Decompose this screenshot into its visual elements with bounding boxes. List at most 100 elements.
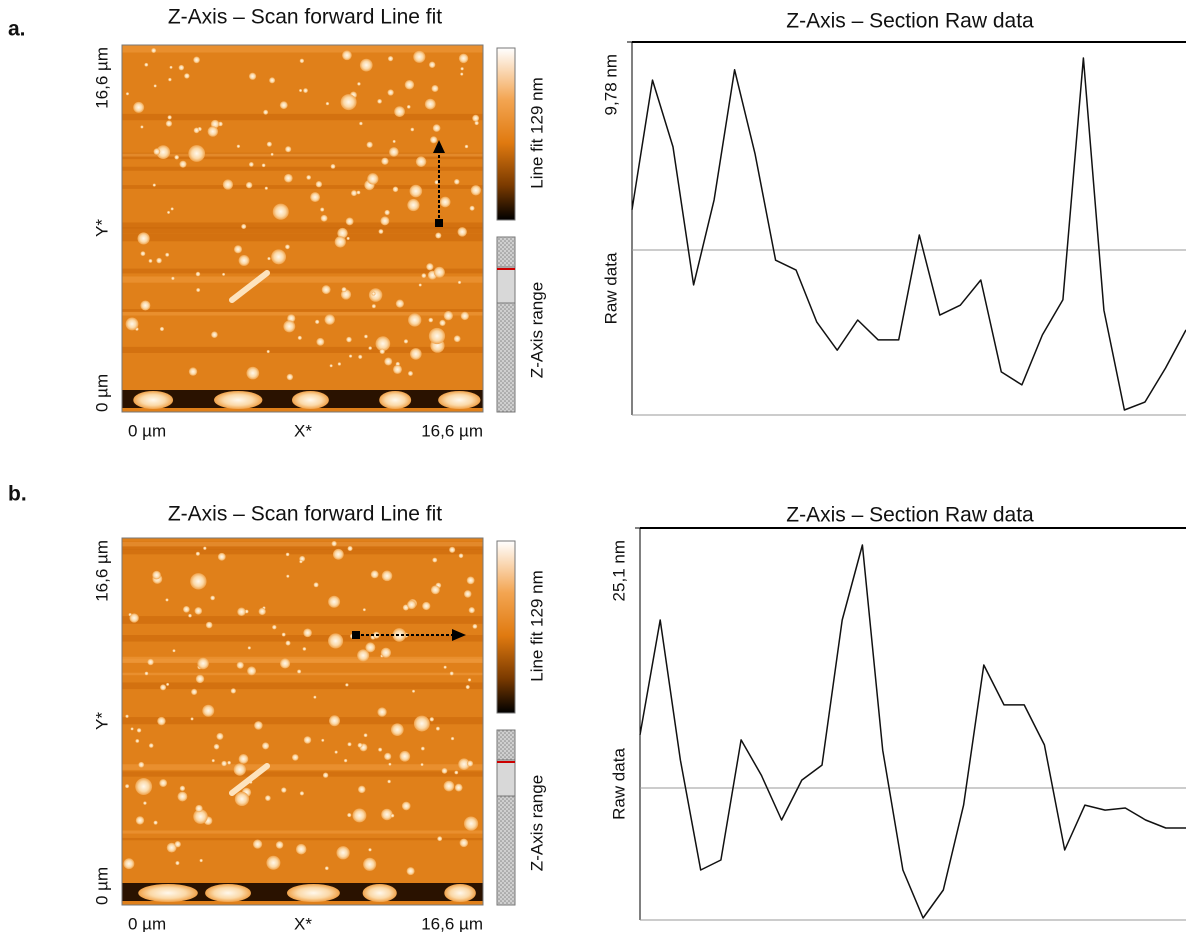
particle <box>357 649 370 662</box>
particle <box>337 362 342 366</box>
particle <box>135 778 153 795</box>
particle <box>266 855 281 870</box>
particle <box>270 152 274 156</box>
particle <box>152 183 156 187</box>
particle <box>299 88 303 93</box>
particle <box>227 760 231 765</box>
arrow-head <box>452 629 466 641</box>
particle <box>420 746 425 751</box>
chart-title: Z-Axis – Section Raw data <box>786 10 1034 33</box>
particle <box>377 707 387 717</box>
particle <box>202 704 215 717</box>
particle <box>287 314 296 323</box>
particle <box>328 633 344 649</box>
particle <box>363 733 368 738</box>
particle <box>234 791 250 807</box>
particle <box>347 742 352 747</box>
particle <box>453 335 461 343</box>
particle <box>388 762 392 766</box>
profile-line <box>639 544 1186 919</box>
particle <box>316 337 325 346</box>
scan-stripe <box>122 309 483 312</box>
particle <box>381 157 389 165</box>
particle <box>171 276 175 281</box>
particle <box>389 147 399 157</box>
particle <box>472 623 478 629</box>
particle <box>140 300 151 311</box>
particle <box>299 559 303 564</box>
scan-stripe <box>122 830 483 834</box>
particle <box>315 319 320 324</box>
particle <box>387 56 394 62</box>
particle <box>368 848 372 852</box>
x-label: X* <box>294 914 312 932</box>
scan-stripe <box>122 717 483 725</box>
particle <box>195 804 203 813</box>
particle <box>463 590 472 598</box>
particle <box>359 121 363 126</box>
y-label: Y* <box>92 219 111 237</box>
particle <box>320 214 328 222</box>
particle <box>394 106 405 117</box>
particle <box>167 210 171 214</box>
particle <box>303 88 308 93</box>
particle <box>337 227 348 239</box>
particle <box>457 280 462 284</box>
particle <box>151 48 157 54</box>
image-title: Z-Axis – Scan forward Line fit <box>168 6 442 29</box>
particle <box>347 545 353 552</box>
particle <box>266 141 272 147</box>
particle <box>165 598 169 602</box>
particle <box>379 348 385 355</box>
particle <box>320 207 325 212</box>
particle <box>156 145 171 160</box>
colorbar-label: Line fit 129 nm <box>527 77 546 189</box>
particle <box>281 632 286 637</box>
particle <box>407 600 417 610</box>
particle <box>366 141 373 148</box>
particle <box>460 311 469 321</box>
particle <box>457 227 467 237</box>
particle <box>286 373 294 381</box>
particle <box>458 758 470 770</box>
particle <box>368 346 372 350</box>
particle <box>347 812 352 818</box>
particle <box>193 56 200 64</box>
particle <box>135 739 140 743</box>
scan-stripe <box>122 222 483 229</box>
particle <box>262 742 270 750</box>
particle <box>371 291 376 296</box>
particle <box>254 721 263 730</box>
particle <box>413 50 426 63</box>
scan-stripe <box>122 227 483 234</box>
particle <box>188 367 198 376</box>
particle <box>147 658 154 666</box>
particle <box>148 259 153 263</box>
particle <box>432 557 438 563</box>
particle <box>370 570 379 579</box>
particle <box>365 642 376 653</box>
particle <box>153 148 161 155</box>
streak <box>229 763 270 796</box>
particle <box>458 553 464 559</box>
particle <box>170 207 174 211</box>
particle <box>188 613 192 618</box>
streak <box>229 270 270 303</box>
particle <box>179 785 186 791</box>
particle <box>343 758 348 763</box>
particle <box>159 779 168 787</box>
particle <box>169 65 173 69</box>
particle <box>324 314 335 325</box>
particle <box>306 175 312 180</box>
particle <box>377 98 382 104</box>
particle <box>129 613 139 623</box>
particle <box>458 53 469 64</box>
chart-title: Z-Axis – Section Raw data <box>786 504 1034 527</box>
colorbar <box>496 47 516 221</box>
section-start <box>352 631 360 639</box>
particle <box>380 216 390 226</box>
scan-stripe <box>122 45 483 53</box>
particle <box>244 609 249 614</box>
bright-blob <box>138 884 198 902</box>
